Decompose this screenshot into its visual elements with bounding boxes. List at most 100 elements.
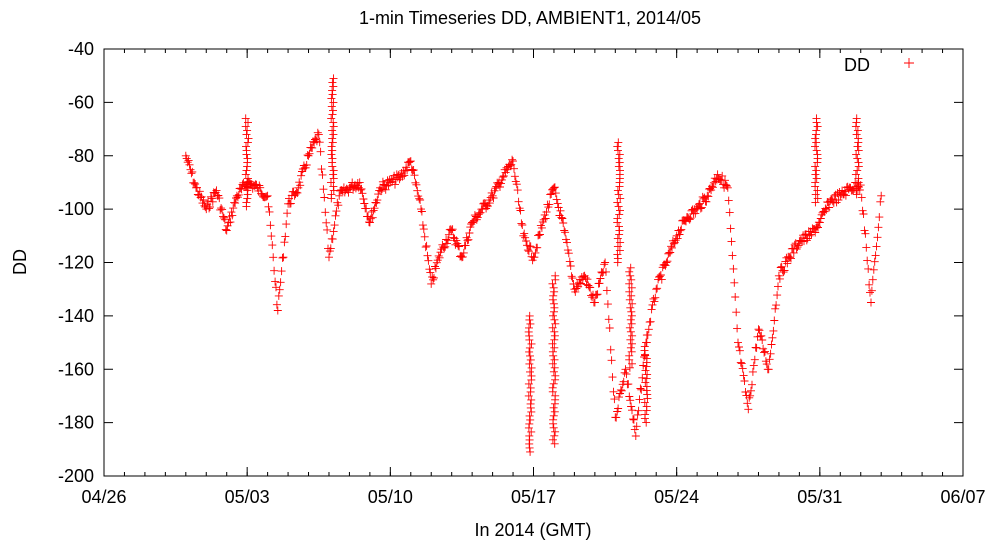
x-tick-label: 06/07 xyxy=(940,487,985,507)
dd-spike-point xyxy=(812,146,821,155)
dd-point xyxy=(783,259,792,268)
dd-point xyxy=(724,196,733,205)
dd-point xyxy=(820,207,829,216)
dd-point xyxy=(365,218,373,227)
dd-spike-point xyxy=(549,311,557,320)
dd-spike-point xyxy=(525,343,534,352)
dd-point xyxy=(874,223,883,232)
dd-point xyxy=(416,196,425,204)
dd-spike-point xyxy=(551,375,560,384)
dd-point xyxy=(866,288,874,297)
dd-spike-point xyxy=(527,363,536,372)
dd-spike-point xyxy=(329,166,338,175)
dd-point xyxy=(563,238,571,247)
dd-spike-point xyxy=(550,399,559,408)
dd-point xyxy=(876,197,885,206)
dd-point xyxy=(479,199,488,208)
dd-spike-point xyxy=(548,359,557,368)
dd-point xyxy=(721,181,730,189)
dd-point xyxy=(564,249,573,258)
dd-spike-point xyxy=(614,138,623,147)
dd-point xyxy=(293,188,302,197)
dd-point xyxy=(319,185,328,194)
dd-point xyxy=(510,172,519,181)
dd-point xyxy=(268,241,277,250)
dd-point xyxy=(616,385,625,394)
dd-spike-point xyxy=(244,134,253,143)
dd-point xyxy=(575,278,584,287)
dd-point xyxy=(858,206,867,215)
dd-point xyxy=(748,380,756,389)
dd-spike-point xyxy=(614,154,623,163)
dd-point xyxy=(334,201,343,210)
dd-point xyxy=(187,169,196,178)
dd-point xyxy=(651,293,660,302)
dd-point xyxy=(754,325,763,334)
dd-spike-point xyxy=(627,307,636,316)
dd-spike-point xyxy=(642,418,651,427)
dd-point xyxy=(587,291,596,300)
dd-point xyxy=(496,183,504,191)
dd-spike-point xyxy=(642,338,651,347)
dd-point xyxy=(738,364,747,373)
dd-spike-point xyxy=(327,150,336,159)
dd-point xyxy=(444,230,453,239)
dd-point xyxy=(317,165,326,174)
dd-spike-point xyxy=(615,158,624,167)
dd-spike-point xyxy=(327,194,336,203)
dd-point xyxy=(330,221,339,230)
dd-spike-point xyxy=(550,331,559,340)
dd-point xyxy=(657,275,666,284)
y-tick-label: -80 xyxy=(68,146,94,166)
dd-point xyxy=(581,273,590,282)
dd-spike-point xyxy=(627,319,636,328)
dd-spike-point xyxy=(641,350,649,359)
dd-point xyxy=(184,156,193,165)
dd-spike-point xyxy=(642,374,651,383)
dd-point xyxy=(877,191,886,200)
dd-point xyxy=(277,267,286,276)
dd-point xyxy=(357,184,366,193)
dd-point xyxy=(736,358,745,367)
dd-spike-point xyxy=(328,146,337,155)
dd-point xyxy=(546,190,555,199)
dd-spike-point xyxy=(548,435,557,444)
dd-spike-point xyxy=(243,162,252,171)
dd-point xyxy=(434,251,443,260)
dd-point xyxy=(731,293,740,301)
dd-point xyxy=(521,233,530,242)
dd-spike-point xyxy=(641,378,650,387)
dd-spike-point xyxy=(242,182,251,191)
x-axis-label: In 2014 (GMT) xyxy=(474,520,591,540)
dd-spike-point xyxy=(549,351,558,360)
dd-point xyxy=(743,399,752,408)
dd-point xyxy=(413,186,422,195)
dd-point xyxy=(589,298,598,307)
dd-spike-point xyxy=(526,387,535,396)
dd-point xyxy=(808,224,817,233)
dd-point xyxy=(508,155,517,164)
dd-spike-point xyxy=(549,423,558,432)
dd-point xyxy=(737,359,746,368)
dd-spike-point xyxy=(242,130,251,139)
dd-point xyxy=(326,244,335,253)
dd-point xyxy=(219,213,228,222)
dd-point xyxy=(787,254,795,263)
dd-point xyxy=(756,332,765,341)
dd-point xyxy=(710,174,719,183)
dd-point xyxy=(553,199,562,208)
dd-point xyxy=(332,207,341,216)
dd-point xyxy=(867,286,876,295)
dd-spike-point xyxy=(854,178,863,187)
dd-spike-point xyxy=(525,315,534,324)
dd-point xyxy=(516,206,525,215)
dd-spike-point xyxy=(812,130,820,139)
dd-point xyxy=(828,197,837,206)
dd-point xyxy=(771,304,780,313)
dd-spike-point xyxy=(615,150,624,159)
dd-spike-point xyxy=(625,363,634,372)
legend-label: DD xyxy=(844,55,870,75)
dd-point xyxy=(497,175,506,184)
dd-point xyxy=(572,284,581,293)
